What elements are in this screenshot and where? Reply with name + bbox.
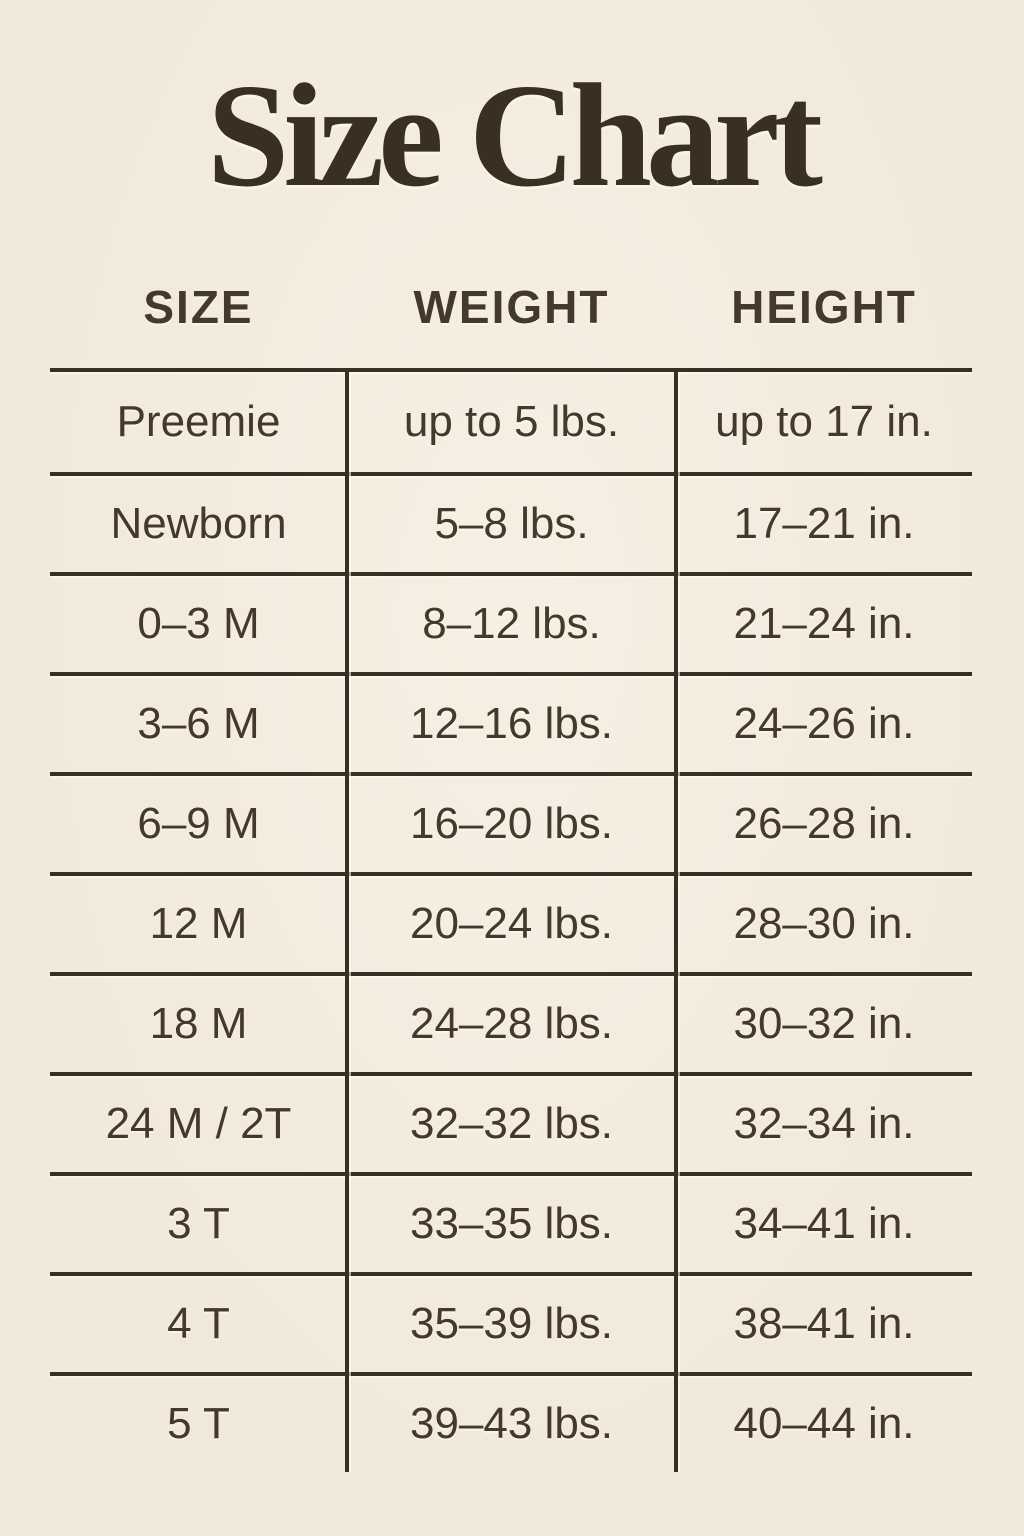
size-cell: 3 T [167, 1199, 230, 1248]
weight-cell: 8–12 lbs. [422, 599, 601, 648]
table-row: Preemie up to 5 lbs. up to 17 in. [50, 372, 972, 472]
weight-cell: 32–32 lbs. [409, 1099, 614, 1148]
table-row: 12 M 20–24 lbs. 28–30 in. [50, 872, 972, 972]
column-header-size: SIZE [143, 281, 254, 333]
height-cell: 38–41 in. [733, 1299, 915, 1348]
column-header-weight: WEIGHT [413, 281, 610, 333]
height-cell: 28–30 in. [733, 899, 915, 948]
table-row: 24 M / 2T 32–32 lbs. 32–34 in. [50, 1072, 972, 1172]
weight-cell: 24–28 lbs. [409, 999, 614, 1048]
table-row: 4 T 35–39 lbs. 38–41 in. [50, 1272, 972, 1372]
table-row: 18 M 24–28 lbs. 30–32 in. [50, 972, 972, 1072]
height-cell: 24–26 in. [733, 699, 915, 748]
height-cell: 30–32 in. [733, 999, 915, 1048]
size-table: Preemie up to 5 lbs. up to 17 in. Newbor… [50, 368, 972, 1472]
size-cell: 0–3 M [137, 599, 260, 648]
table-row: 0–3 M 8–12 lbs. 21–24 in. [50, 572, 972, 672]
size-cell: 24 M / 2T [105, 1099, 292, 1148]
height-cell: 17–21 in. [733, 499, 915, 548]
size-cell: 12 M [149, 899, 248, 948]
size-cell: 18 M [149, 999, 248, 1048]
weight-cell: 33–35 lbs. [409, 1199, 614, 1248]
height-cell: 26–28 in. [733, 799, 915, 848]
size-cell: 6–9 M [137, 799, 260, 848]
page-title: Size Chart [207, 54, 823, 218]
size-cell: Newborn [110, 499, 287, 548]
size-cell: 4 T [167, 1299, 230, 1348]
table-row: 5 T 39–43 lbs. 40–44 in. [50, 1372, 972, 1472]
weight-cell: 12–16 lbs. [409, 699, 614, 748]
size-cell: 5 T [167, 1399, 230, 1448]
column-divider-icon [674, 372, 678, 1472]
column-divider-icon [345, 372, 349, 1472]
column-header-height: HEIGHT [731, 281, 917, 333]
weight-cell: 35–39 lbs. [409, 1299, 614, 1348]
table-row: 6–9 M 16–20 lbs. 26–28 in. [50, 772, 972, 872]
weight-cell: 20–24 lbs. [409, 899, 614, 948]
weight-cell: 16–20 lbs. [409, 799, 614, 848]
height-cell: up to 17 in. [715, 397, 933, 446]
size-cell: 3–6 M [137, 699, 260, 748]
height-cell: 32–34 in. [733, 1099, 915, 1148]
weight-cell: 39–43 lbs. [409, 1399, 614, 1448]
table-row: Newborn 5–8 lbs. 17–21 in. [50, 472, 972, 572]
height-cell: 40–44 in. [733, 1399, 915, 1448]
height-cell: 34–41 in. [733, 1199, 915, 1248]
table-row: 3–6 M 12–16 lbs. 24–26 in. [50, 672, 972, 772]
size-cell: Preemie [116, 397, 281, 446]
weight-cell: up to 5 lbs. [403, 397, 620, 446]
weight-cell: 5–8 lbs. [434, 499, 589, 548]
table-row: 3 T 33–35 lbs. 34–41 in. [50, 1172, 972, 1272]
table-header-row: SIZE WEIGHT HEIGHT [50, 280, 972, 334]
height-cell: 21–24 in. [733, 599, 915, 648]
